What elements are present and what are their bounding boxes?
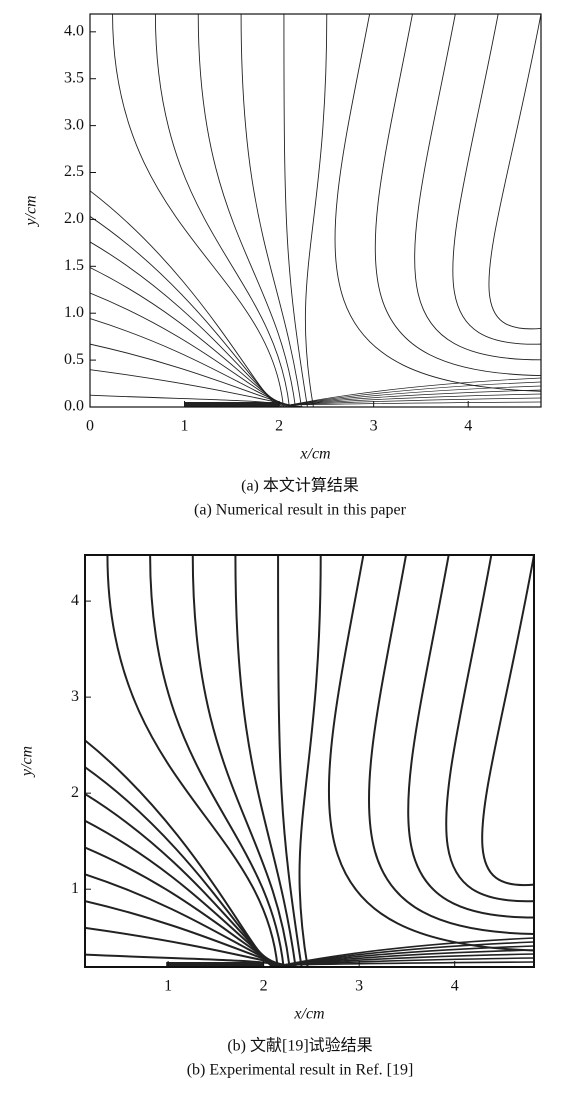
streamline	[277, 555, 303, 967]
streamline	[85, 926, 295, 967]
streamline	[197, 14, 296, 407]
streamline	[106, 555, 279, 967]
streamline	[85, 793, 280, 967]
streamlines	[90, 14, 541, 407]
streamline	[289, 401, 541, 406]
x-tick-label: 1	[181, 418, 189, 435]
x-tick-label: 3	[355, 978, 363, 995]
streamline	[289, 377, 541, 406]
caption: (a) 本文计算结果	[241, 476, 359, 495]
streamline	[414, 14, 541, 361]
x-tick-label: 2	[275, 418, 283, 435]
y-tick-label: 1	[71, 880, 79, 897]
y-tick-label: 3.5	[64, 69, 84, 86]
x-tick-label: 1	[164, 978, 172, 995]
y-axis-label: y/cm	[19, 746, 36, 778]
streamline	[367, 555, 534, 936]
streamline	[85, 953, 298, 967]
streamline	[154, 14, 290, 407]
streamline	[327, 555, 534, 952]
streamline	[90, 190, 280, 407]
y-tick-label: 3	[71, 688, 79, 705]
caption: (b) Experimental result in Ref. [19]	[187, 1062, 414, 1079]
streamline	[481, 555, 534, 887]
streamline	[240, 14, 302, 407]
streamline	[283, 937, 534, 966]
y-tick-label: 1.0	[64, 304, 84, 321]
streamline	[289, 389, 541, 406]
streamlines	[85, 555, 534, 967]
y-tick-label: 3.0	[64, 116, 84, 133]
x-tick-label: 2	[260, 978, 268, 995]
streamline	[289, 381, 541, 406]
x-axis-label: x/cm	[293, 1006, 324, 1023]
y-tick-label: 4.0	[64, 22, 84, 39]
x-tick-label: 4	[464, 418, 472, 435]
streamline	[90, 343, 298, 407]
x-tick-label: 3	[370, 418, 378, 435]
streamline	[488, 14, 541, 330]
streamline	[298, 555, 322, 967]
y-axis-label: y/cm	[23, 195, 40, 227]
y-tick-label: 0.0	[64, 398, 84, 415]
streamline	[289, 397, 541, 406]
body	[166, 962, 264, 967]
streamline	[452, 14, 541, 345]
streamline	[90, 394, 304, 407]
body	[184, 402, 280, 407]
streamline	[85, 766, 278, 967]
streamline	[85, 900, 292, 967]
y-tick-label: 2	[71, 784, 79, 801]
streamline	[90, 369, 301, 407]
streamline	[407, 555, 534, 919]
streamline	[112, 14, 284, 407]
streamline	[304, 14, 328, 407]
x-tick-label: 4	[451, 978, 459, 995]
caption: (a) Numerical result in this paper	[194, 502, 407, 519]
y-tick-label: 0.5	[64, 351, 84, 368]
streamline	[445, 555, 534, 903]
y-tick-label: 4	[71, 592, 79, 609]
x-axis-label: x/cm	[299, 446, 330, 463]
streamline	[234, 555, 297, 967]
plot-frame	[89, 13, 542, 408]
y-tick-label: 1.5	[64, 257, 84, 274]
x-tick-label: 0	[86, 418, 94, 435]
streamline	[90, 216, 283, 407]
caption: (b) 文献[19]试验结果	[227, 1037, 372, 1055]
streamline	[374, 14, 541, 377]
y-tick-label: 2.5	[64, 163, 84, 180]
streamline	[149, 555, 285, 967]
streamline	[334, 14, 541, 392]
y-tick-label: 2.0	[64, 210, 84, 227]
plot-frame	[84, 554, 535, 968]
streamline	[191, 555, 291, 967]
streamline	[283, 14, 308, 407]
streamline	[289, 393, 541, 406]
streamline	[289, 385, 541, 406]
